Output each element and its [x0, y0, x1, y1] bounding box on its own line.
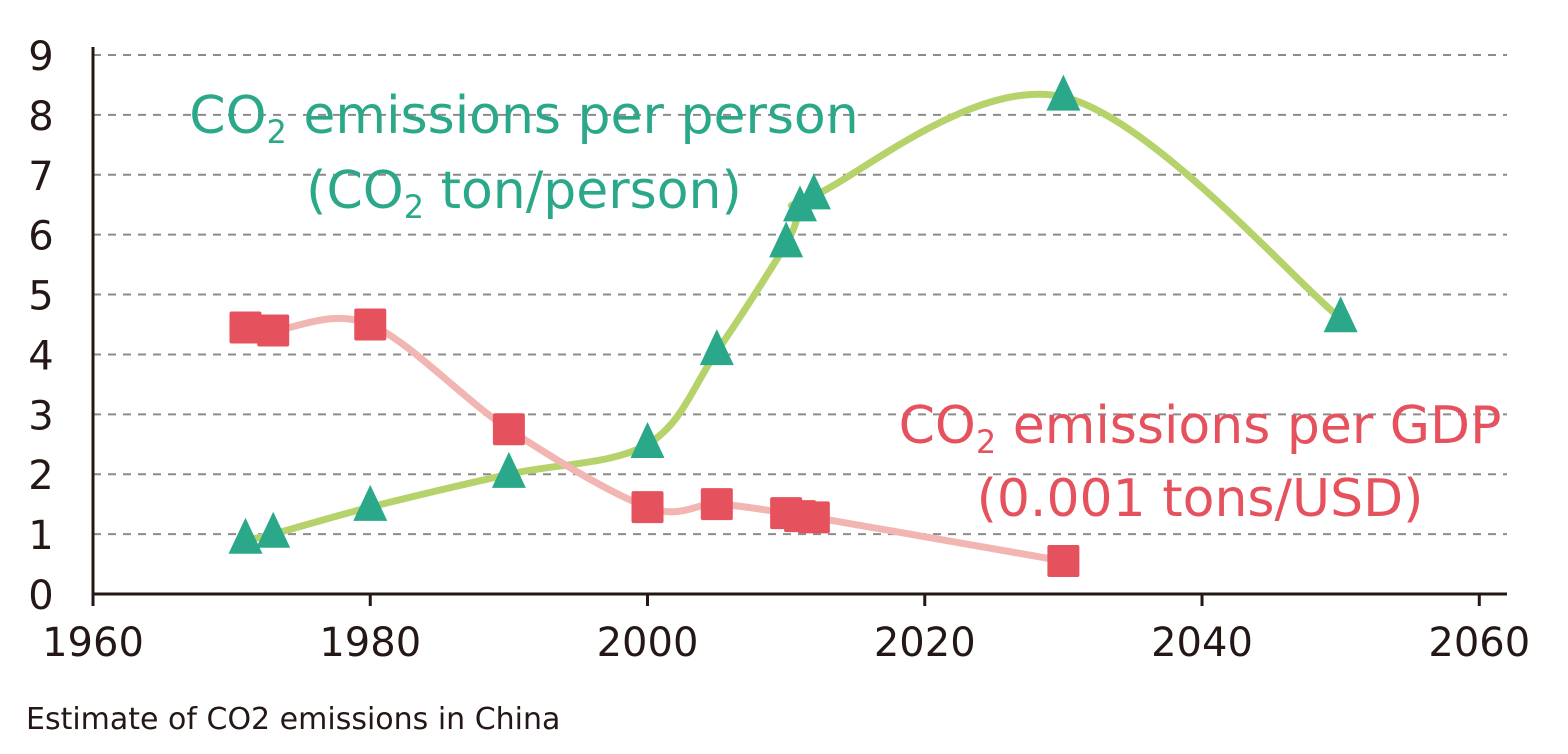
series-labels: CO2 emissions per person (CO2 ton/person)… [189, 86, 1501, 529]
data-point-triangle [1323, 296, 1358, 333]
y-tick-label: 1 [28, 513, 53, 559]
x-tick-labels: 1960 1980 2000 2020 2040 2060 [42, 620, 1530, 666]
y-tick-label: 0 [28, 573, 53, 619]
y-tick-label: 2 [28, 453, 53, 499]
series-label-2-line-2: (0.001 tons/USD) [977, 469, 1424, 529]
x-tick-label: 2060 [1428, 620, 1530, 666]
data-point-triangle [699, 329, 734, 366]
y-tick-label: 8 [28, 94, 53, 140]
y-tick-label: 9 [28, 34, 53, 80]
x-tick-label: 2020 [874, 620, 976, 666]
data-point-triangle [256, 511, 291, 548]
series-label-1-line-1: CO2 emissions per person [189, 86, 858, 151]
axes [91, 47, 1507, 606]
series-label-1-line-2: (CO2 ton/person) [306, 161, 742, 226]
y-tick-label: 4 [28, 333, 53, 379]
data-point-square [1047, 545, 1080, 578]
data-point-square [631, 491, 664, 524]
grid-lines [93, 54, 1507, 536]
data-point-triangle [769, 221, 804, 258]
x-tick-label: 2000 [597, 620, 699, 666]
y-tick-labels: 0 1 2 3 4 5 6 7 8 9 [28, 34, 53, 619]
data-point-triangle [796, 173, 831, 210]
data-point-triangle [630, 421, 665, 458]
series-markers [228, 74, 1358, 578]
chart-caption: Estimate of CO2 emissions in China [26, 702, 561, 737]
data-point-triangle [491, 451, 526, 488]
y-tick-label: 5 [28, 274, 53, 320]
y-tick-label: 7 [28, 154, 53, 200]
data-point-square [257, 314, 290, 347]
data-point-triangle [228, 517, 263, 554]
x-tick-label: 1960 [42, 620, 144, 666]
data-point-square [354, 308, 387, 341]
data-point-square [492, 413, 525, 446]
data-point-square [797, 501, 830, 534]
y-tick-label: 3 [28, 393, 53, 439]
x-tick-label: 1980 [319, 620, 421, 666]
data-point-triangle [1046, 74, 1081, 111]
data-point-triangle [353, 484, 388, 521]
x-tick-label: 2040 [1151, 620, 1253, 666]
data-point-square [700, 488, 733, 521]
y-tick-label: 6 [28, 214, 53, 260]
data-point-square [229, 311, 262, 344]
series-label-2-line-1: CO2 emissions per GDP [899, 396, 1502, 461]
